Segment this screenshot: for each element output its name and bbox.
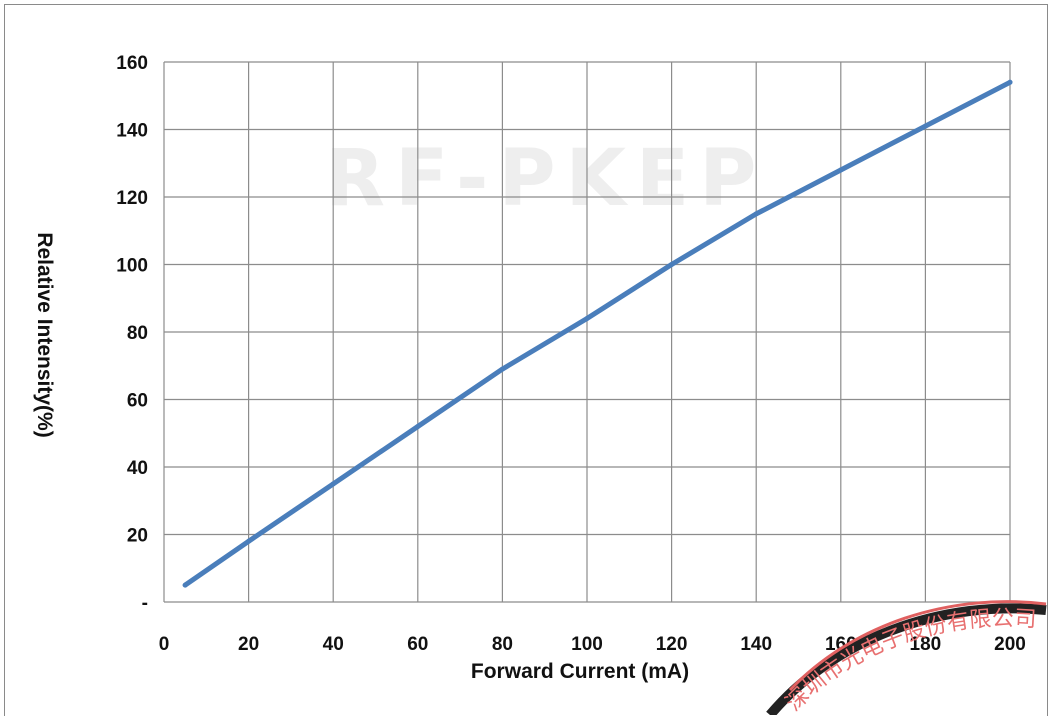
- grid: [163, 61, 1011, 603]
- x-tick-labels: 0 20 40 60 80 100 120 140 160 180 200: [159, 634, 1026, 655]
- data-point: [182, 582, 188, 588]
- x-tick-label: 20: [238, 634, 259, 655]
- chart-frame: [4, 4, 1048, 716]
- x-tick-label: 80: [492, 634, 513, 655]
- y-axis-title: Relative Intensity(%): [33, 232, 56, 437]
- series-layer: [182, 79, 1013, 588]
- watermark-text: RF-PKEP: [325, 134, 766, 224]
- y-tick-label: 120: [116, 188, 148, 209]
- y-tick-label: 160: [116, 53, 148, 74]
- watermark-logo: RF-PKEP: [325, 134, 766, 224]
- seal-text: 深圳市光电子股份有限公司: [781, 606, 1037, 715]
- data-point: [838, 167, 844, 173]
- data-point: [246, 538, 252, 544]
- y-tick-label: 20: [127, 526, 148, 547]
- y-tick-label: -: [142, 593, 148, 614]
- x-tick-label: 180: [910, 634, 942, 655]
- data-point: [669, 262, 675, 267]
- x-tick-label: 40: [323, 634, 344, 655]
- y-tick-label: 140: [116, 121, 148, 142]
- x-tick-label: 120: [656, 634, 688, 655]
- data-point: [1007, 79, 1013, 85]
- x-tick-label: 0: [159, 634, 170, 655]
- y-tick-label: 40: [127, 458, 148, 479]
- company-seal: 深圳市光电子股份有限公司: [766, 600, 1047, 715]
- data-point: [753, 211, 759, 217]
- y-tick-labels: - 20 40 60 80 100 120 140 160: [116, 53, 148, 614]
- data-point: [415, 424, 421, 429]
- y-tick-label: 80: [127, 323, 148, 344]
- x-tick-label: 100: [571, 634, 603, 655]
- x-axis-title: Forward Current (mA): [471, 660, 689, 683]
- data-point: [584, 316, 590, 321]
- data-point: [330, 481, 336, 487]
- y-tick-label: 100: [116, 256, 148, 277]
- data-point: [922, 123, 928, 129]
- x-tick-label: 200: [994, 634, 1026, 655]
- data-point: [499, 366, 505, 372]
- seal-dark-ring: [766, 603, 1047, 715]
- y-tick-label: 60: [127, 391, 148, 412]
- seal-ring: [788, 600, 1047, 692]
- x-tick-label: 140: [740, 634, 772, 655]
- x-tick-label: 60: [407, 634, 428, 655]
